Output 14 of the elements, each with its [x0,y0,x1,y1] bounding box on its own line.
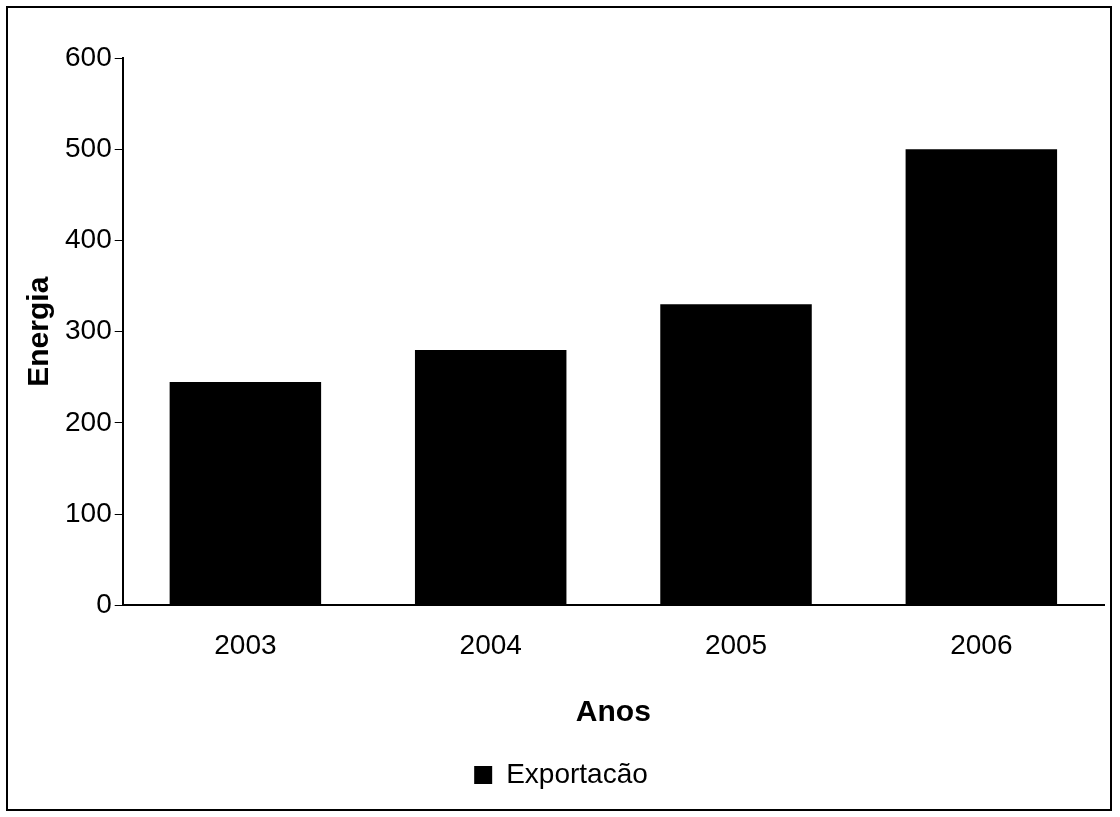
y-tick-label: 200 [65,405,112,437]
y-tick-label: 100 [65,496,112,528]
x-tick-label: 2005 [704,628,768,660]
x-tick-label: 2004 [459,628,522,660]
y-tick-label: 300 [65,314,112,346]
x-tick-label: 2006 [950,628,1013,660]
x-axis-title: Anos [575,694,651,728]
y-tick-label: 400 [65,223,112,255]
legend-label: Exportacão [506,757,648,789]
x-tick-label: 2003 [214,628,277,660]
y-axis-title: Energia [21,276,55,387]
y-tick-label: 500 [65,131,112,163]
y-tick-label: 0 [96,588,112,620]
y-tick-label: 600 [65,40,112,72]
